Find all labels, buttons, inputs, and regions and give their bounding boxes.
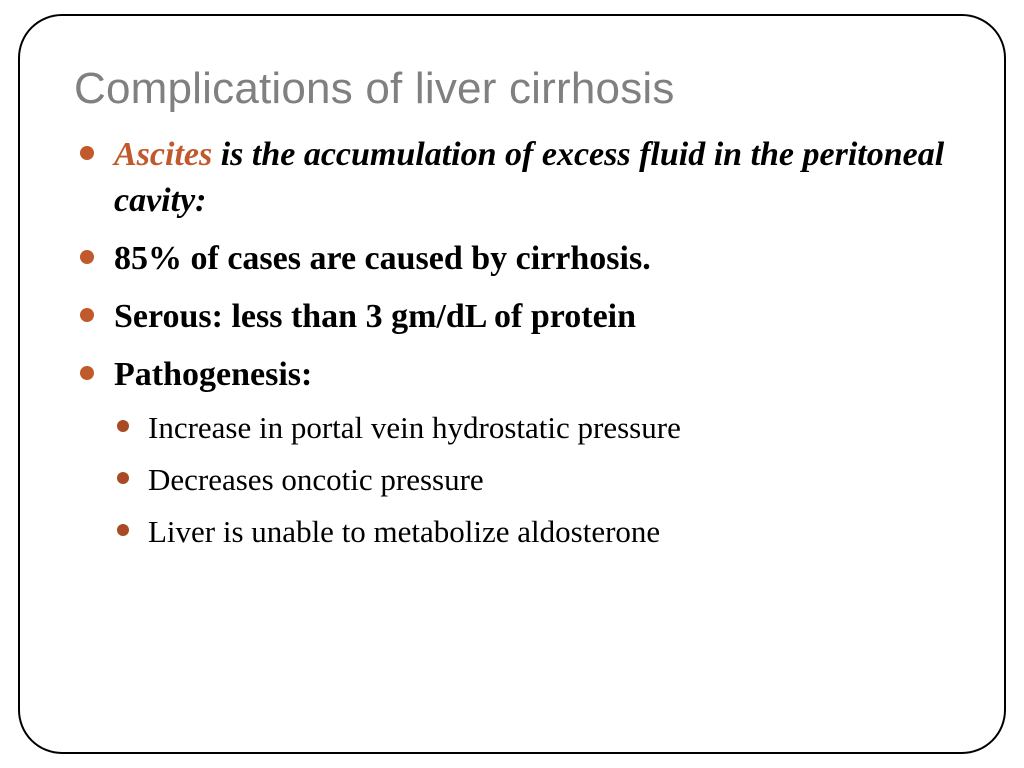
- bullet-item-3: Serous: less than 3 gm/dL of protein: [74, 294, 950, 340]
- bullet-2-text: 85% of cases are caused by cirrhosis.: [114, 240, 651, 277]
- bullet-item-2: 85% of cases are caused by cirrhosis.: [74, 236, 950, 282]
- bullet-1-highlight: Ascites: [114, 136, 212, 173]
- sub-bullet-3: Liver is unable to metabolize aldosteron…: [114, 511, 950, 553]
- slide-title: Complications of liver cirrhosis: [74, 64, 950, 114]
- bullet-1-text: Ascites is the accumulation of excess fl…: [114, 136, 944, 219]
- slide-frame: Complications of liver cirrhosis Ascites…: [18, 14, 1006, 754]
- sub-bullet-list: Increase in portal vein hydrostatic pres…: [114, 407, 950, 553]
- slide: Complications of liver cirrhosis Ascites…: [0, 0, 1024, 768]
- bullet-item-1: Ascites is the accumulation of excess fl…: [74, 132, 950, 224]
- bullet-4-text: Pathogenesis:: [114, 356, 312, 393]
- sub-bullet-2: Decreases oncotic pressure: [114, 459, 950, 501]
- sub-bullet-1: Increase in portal vein hydrostatic pres…: [114, 407, 950, 449]
- bullet-item-4: Pathogenesis: Increase in portal vein hy…: [74, 352, 950, 553]
- bullet-3-text: Serous: less than 3 gm/dL of protein: [114, 298, 636, 335]
- bullet-1-rest: is the accumulation of excess fluid in t…: [114, 136, 944, 219]
- bullet-list: Ascites is the accumulation of excess fl…: [74, 132, 950, 553]
